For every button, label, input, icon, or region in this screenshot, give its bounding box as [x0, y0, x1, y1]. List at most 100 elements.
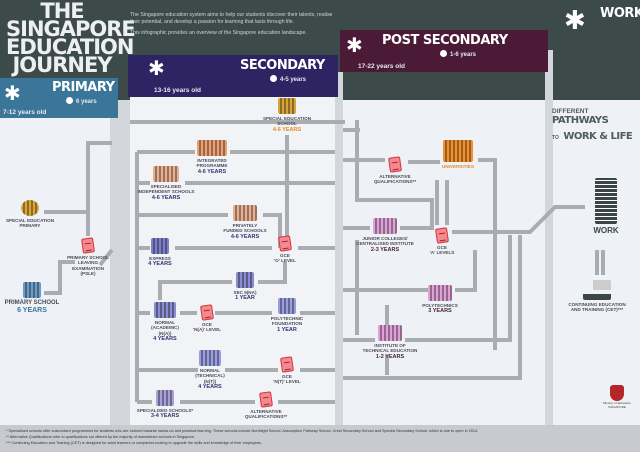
node-years: 6 YEARS [17, 307, 47, 314]
stage-age: 13-16 years old [154, 87, 201, 94]
node-label: SPECIALISED SCHOOLS* [136, 408, 194, 413]
node-label: PRIMARY SCHOOL [4, 300, 60, 306]
running-figure-icon: ✱ [148, 58, 165, 80]
node-years: 3-4 YEARS [150, 413, 180, 420]
node-years: 1-2 YEARS [375, 353, 405, 360]
node-polytechnic-foundation: POLYTECHNIC FOUNDATION 1 YEAR [241, 298, 333, 333]
pathways-small-text: TO [552, 135, 559, 141]
clock-icon [66, 97, 73, 104]
clock-icon [270, 75, 277, 82]
node-years: 3 YEARS [428, 308, 452, 315]
connector [343, 235, 522, 380]
node-label: SPECIALISED INDEPENDENT SCHOOLS [137, 184, 195, 195]
node-sec-5-na: SEC 5(NA) 1 YEAR [199, 272, 291, 301]
pathways-small-text: DIFFERENT [552, 108, 589, 115]
node-label: CONTINUING EDUCATION AND TRAINING (CET)*… [568, 302, 626, 313]
moe-crest-icon [610, 385, 624, 401]
node-label: SPECIAL EDUCATION PRIMARY [5, 218, 55, 229]
exam-paper-icon [81, 237, 95, 254]
connector [98, 248, 114, 267]
stage-duration: 6 years [66, 97, 97, 105]
node-work: WORK [586, 178, 626, 235]
connector [44, 260, 75, 295]
child-figure-icon: ✱ [4, 83, 21, 105]
node-years: 2-3 YEARS [370, 246, 400, 253]
node-label: INSTITUTE OF TECHNICAL EDUCATION [362, 343, 418, 354]
post-secondary-band: ✱ POST SECONDARY 1-6 years 17-22 years o… [340, 30, 548, 72]
gear-school-icon [199, 350, 221, 366]
node-label: SPECIAL EDUCATION SCHOOL [262, 116, 312, 127]
node-years: 1 YEAR [235, 295, 255, 302]
node-junior-colleges: JUNIOR COLLEGES/ CENTRALISED INSTITUTE 2-… [350, 218, 420, 253]
school-icon [151, 238, 169, 254]
duration-text: 6 years [76, 99, 97, 105]
school-icon [21, 200, 39, 216]
node-years: 4-6 YEARS [197, 168, 227, 175]
node-years: 4 YEARS [153, 336, 177, 343]
node-label: ALTERNATIVE QUALIFICATIONS** [244, 409, 288, 420]
node-psle: PRIMARY SCHOOL LEAVING EXAMINATION (PSLE… [42, 237, 134, 277]
clock-icon [440, 50, 447, 57]
connector [435, 180, 449, 225]
node-years: 4-6 YEARS [272, 126, 302, 133]
intro-paragraph: This infographic provides an overview of… [130, 30, 307, 36]
footnote: *** Continuing Education and Training (C… [6, 441, 263, 445]
exam-paper-icon [280, 356, 294, 373]
node-express: EXPRESS 4 YEARS [114, 238, 206, 267]
primary-band: ✱ PRIMARY 6 years 7-12 years old [0, 78, 118, 118]
pathways-heading: DIFFERENT PATHWAYS TO WORK & LIFE [552, 108, 640, 144]
node-label: GCE 'A' LEVELS [429, 245, 455, 256]
divider-column [545, 50, 553, 425]
school-icon [236, 272, 254, 288]
duration-text: 1-6 years [450, 52, 477, 58]
book-school-icon [154, 302, 176, 318]
node-alternative-qualifications-post: ALTERNATIVE QUALIFICATIONS** [365, 156, 425, 185]
exam-paper-icon [278, 235, 292, 252]
connector [44, 141, 112, 214]
node-label: NORMAL (ACADEMIC) (N(A)) [151, 320, 179, 336]
node-gce-a-levels: GCE 'A' LEVELS [422, 227, 462, 256]
node-universities: UNIVERSITIES [433, 140, 483, 169]
divider-column [110, 100, 130, 425]
connector [343, 235, 512, 342]
node-years: 1 YEAR [277, 326, 297, 333]
footnote: * Specialised schools offer customised p… [6, 429, 479, 433]
university-icon [443, 140, 473, 162]
tools-school-icon [156, 390, 174, 406]
footnotes: * Specialised schools offer customised p… [0, 425, 640, 452]
node-normal-academic: NORMAL (ACADEMIC) (N(A)) 4 YEARS [135, 302, 195, 342]
node-special-education-school: SPECIAL EDUCATION SCHOOL 4-6 YEARS [241, 98, 333, 133]
intro-text: The Singapore education system aims to h… [130, 12, 340, 41]
exam-paper-icon [435, 227, 449, 244]
node-specialised-schools: SPECIALISED SCHOOLS* 3-4 YEARS [119, 390, 211, 419]
node-ite: INSTITUTE OF TECHNICAL EDUCATION 1-2 YEAR… [344, 325, 436, 360]
secondary-band: ✱ SECONDARY 4-5 years 13-16 years old [128, 55, 338, 97]
node-label: GCE 'N(A)' LEVEL [193, 322, 221, 333]
node-specialised-independent-schools: SPECIALISED INDEPENDENT SCHOOLS 4-6 YEARS [120, 166, 212, 201]
node-cet: CONTINUING EDUCATION AND TRAINING (CET)*… [551, 280, 640, 313]
duration-text: 4-5 years [280, 77, 307, 83]
stage-title: PRIMARY [52, 80, 115, 95]
pathways-big-text: PATHWAYS [552, 115, 609, 126]
node-label: INTEGRATED PROGRAMME [196, 158, 228, 169]
node-special-education-primary: SPECIAL EDUCATION PRIMARY [0, 200, 76, 229]
logo-text: Ministry of Education SINGAPORE [603, 401, 631, 409]
exam-paper-icon [259, 391, 273, 408]
stage-title: SECONDARY [240, 58, 325, 73]
moe-logo: Ministry of Education SINGAPORE [600, 385, 634, 409]
node-label: NORMAL (TECHNICAL) (N(T)) [195, 368, 225, 384]
node-label: EXPRESS [149, 256, 171, 261]
stage-title: POST SECONDARY [382, 33, 508, 48]
node-label: WORK [593, 226, 619, 235]
school-icon [278, 98, 296, 114]
node-label: PRIVATELY FUNDED SCHOOLS [223, 223, 267, 234]
school-icon [428, 285, 452, 301]
node-label: POLYTECHNIC FOUNDATION [270, 316, 304, 327]
school-icon [197, 140, 227, 156]
stage-duration: 1-6 years [440, 50, 476, 58]
node-privately-funded-schools: PRIVATELY FUNDED SCHOOLS 4-6 YEARS [199, 205, 291, 240]
work-band: ✱ WORK [548, 0, 640, 50]
node-label: GCE 'N(T)' LEVEL [273, 374, 301, 385]
node-integrated-programme: INTEGRATED PROGRAMME 4-6 YEARS [166, 140, 258, 175]
